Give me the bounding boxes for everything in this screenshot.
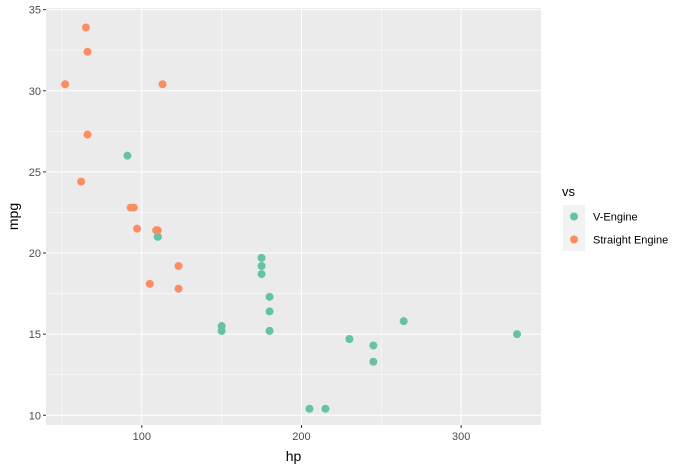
data-points xyxy=(61,23,522,413)
tick-labels: 100 200 300 10 15 20 25 30 35 xyxy=(29,5,471,443)
legend-title: vs xyxy=(562,184,576,199)
legend-label-straight-engine: Straight Engine xyxy=(593,235,668,247)
y-tick-label: 30 xyxy=(29,86,41,98)
point-v-engine xyxy=(257,261,266,270)
point-straight-engine xyxy=(145,279,154,288)
point-v-engine xyxy=(265,307,274,316)
point-v-engine xyxy=(265,326,274,335)
point-straight-engine xyxy=(81,23,90,32)
point-v-engine xyxy=(305,404,314,413)
legend-dot-v-engine xyxy=(570,212,578,221)
legend-label-v-engine: V-Engine xyxy=(593,212,638,224)
point-straight-engine xyxy=(77,177,86,186)
point-straight-engine xyxy=(61,80,70,89)
y-tick-label: 15 xyxy=(29,329,41,341)
point-v-engine xyxy=(513,330,522,339)
point-v-engine xyxy=(369,357,378,366)
point-v-engine xyxy=(265,292,274,301)
y-axis-title: mpg xyxy=(5,203,21,230)
point-v-engine xyxy=(369,341,378,350)
x-tick-label: 200 xyxy=(292,431,310,443)
point-straight-engine xyxy=(83,47,92,56)
point-straight-engine xyxy=(174,261,183,270)
point-v-engine xyxy=(257,253,266,262)
y-tick-label: 10 xyxy=(29,410,41,422)
point-straight-engine xyxy=(152,226,161,235)
point-straight-engine xyxy=(158,80,167,89)
point-straight-engine xyxy=(133,224,142,233)
point-v-engine xyxy=(123,151,132,160)
x-tick-label: 300 xyxy=(452,431,470,443)
y-tick-label: 35 xyxy=(29,5,41,17)
plot-panel xyxy=(46,8,541,425)
legend-dot-straight-engine xyxy=(570,235,578,244)
major-gridlines xyxy=(46,8,541,425)
point-v-engine xyxy=(321,404,330,413)
x-tick-label: 100 xyxy=(133,431,151,443)
point-straight-engine xyxy=(174,284,183,293)
point-v-engine xyxy=(257,270,266,279)
point-v-engine xyxy=(153,232,162,241)
point-v-engine xyxy=(345,335,354,344)
axis-ticks xyxy=(43,9,462,428)
point-v-engine xyxy=(399,317,408,326)
point-straight-engine xyxy=(129,203,138,212)
y-tick-label: 20 xyxy=(29,248,41,260)
minor-gridlines xyxy=(46,8,541,425)
point-v-engine xyxy=(217,326,226,335)
y-tick-label: 25 xyxy=(29,167,41,179)
point-straight-engine xyxy=(83,130,92,139)
legend: vs V-Engine Straight Engine xyxy=(562,184,668,251)
x-axis-title: hp xyxy=(286,448,302,464)
